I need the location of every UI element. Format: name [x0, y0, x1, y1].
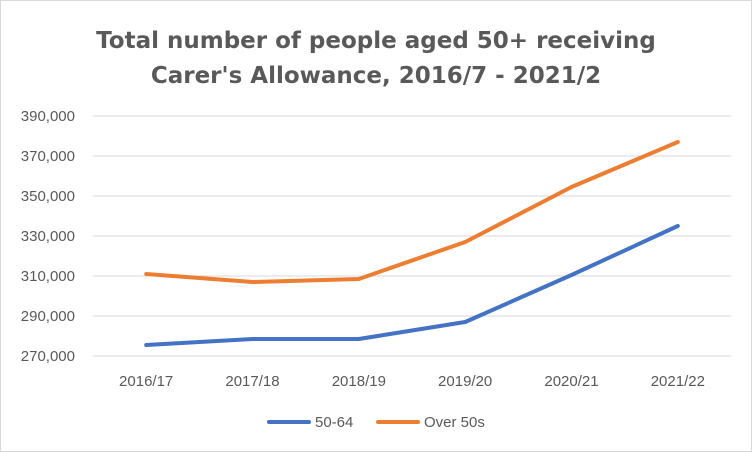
y-tick-label: 390,000: [21, 108, 75, 125]
series-line-over-50s: [144, 140, 680, 284]
x-tick-label: 2019/20: [438, 373, 492, 390]
y-axis-ticks: 270,000 290,000 310,000 330,000 350,000 370,0…: [21, 108, 75, 365]
x-tick-label: 2018/19: [332, 373, 386, 390]
x-tick-label: 2016/17: [119, 373, 173, 390]
y-tick-label: 370,000: [21, 148, 75, 165]
gridlines: [93, 115, 731, 357]
y-tick-label: 270,000: [21, 348, 75, 365]
legend: 50-64 Over 50s: [267, 414, 485, 431]
series-lines: [144, 140, 680, 347]
chart-title-line-2: Carer's Allowance, 2016/7 - 2021/2: [151, 63, 601, 89]
series-line-50-64: [144, 224, 680, 347]
y-tick-label: 350,000: [21, 188, 75, 205]
y-tick-label: 290,000: [21, 308, 75, 325]
x-tick-label: 2020/21: [544, 373, 598, 390]
x-tick-label: 2021/22: [651, 373, 705, 390]
y-tick-label: 330,000: [21, 228, 75, 245]
y-tick-label: 310,000: [21, 268, 75, 285]
legend-label: Over 50s: [424, 414, 485, 431]
x-tick-label: 2017/18: [225, 373, 279, 390]
legend-label: 50-64: [315, 414, 353, 431]
chart-title-line-1: Total number of people aged 50+ receivin…: [96, 28, 656, 54]
x-axis-ticks: 2016/17 2017/18 2018/19 2019/20 2020/21 2021/…: [119, 373, 705, 390]
